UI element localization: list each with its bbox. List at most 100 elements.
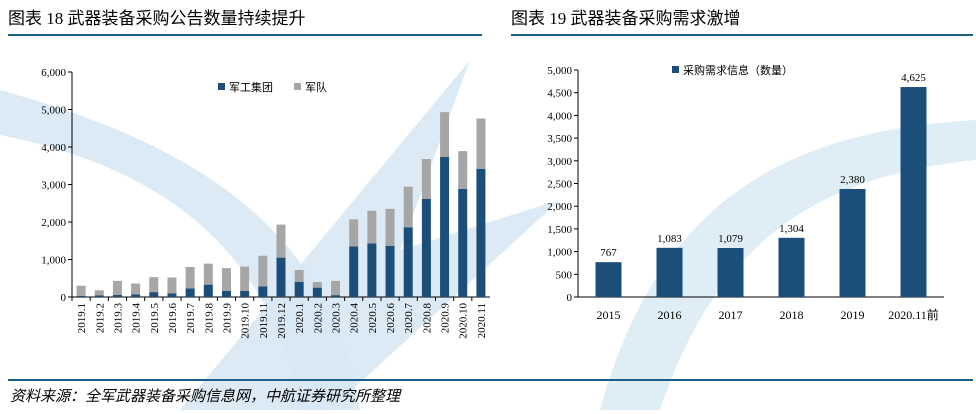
bar-army-segment [185,267,195,289]
data-label: 2,380 [840,174,865,186]
x-tick-label: 2019.6 [167,303,179,334]
bar-army-segment [131,283,141,295]
chart-title-right: 图表 19 武器装备采购需求激增 [511,9,741,28]
legend-label: 军队 [305,80,327,94]
x-tick-label: 2019.3 [112,303,124,334]
y-tick-label: 0 [567,292,573,304]
y-tick-label: 3,000 [547,156,572,168]
legend-label: 采购需求信息（数量） [683,63,793,77]
x-tick-label: 2015 [597,308,621,322]
x-tick-label: 2019.10 [240,303,252,339]
y-tick-label: 1,000 [41,255,66,267]
y-tick-label: 3,000 [41,180,66,192]
x-tick-label: 2020.11 [476,303,488,338]
bar-army-segment [349,219,359,247]
x-tick-label: 2020.5 [367,303,379,334]
y-tick-label: 5,000 [547,65,572,77]
bar-group-segment [421,198,431,297]
bar-group-segment [76,295,86,297]
bar [839,188,866,297]
bar-group-segment [112,294,122,297]
x-tick-label: 2019.1 [76,303,88,333]
footer-rule [8,379,973,381]
y-tick-label: 2,000 [41,217,66,229]
bar-group-segment [476,168,486,297]
bar-group-segment [440,156,450,297]
bar-group-segment [294,282,304,297]
bar-group-segment [94,295,104,297]
y-tick-label: 1,000 [547,247,572,259]
bar-group-segment [331,295,341,297]
bar-army-segment [149,277,159,293]
y-tick-label: 3,500 [547,133,572,145]
y-tick-label: 4,000 [41,142,66,154]
bar-army-segment [203,263,213,285]
x-tick-label: 2019.9 [221,303,233,334]
bar-army-segment [294,270,304,282]
bar [717,248,744,297]
bar-group-segment [167,293,177,297]
bar-group-segment [403,227,413,297]
bar-group-segment [203,284,213,297]
x-tick-label: 2019.11 [258,303,270,338]
data-label: 1,304 [779,223,804,235]
x-tick-label: 2020.10 [458,303,470,339]
bar-group-segment [385,246,395,297]
bar-army-segment [240,266,250,291]
bar-group-segment [221,291,231,297]
x-tick-label: 2020.11前 [888,307,939,322]
bar [656,247,683,297]
bar-army-segment [476,118,486,169]
data-label: 1,079 [718,233,743,245]
legend-label: 军工集团 [229,80,273,94]
bar-army-segment [221,268,231,291]
bar-army-segment [112,280,122,295]
bar-army-segment [458,151,468,189]
bar [778,237,805,297]
bar [595,262,622,297]
y-tick-label: 500 [556,269,573,281]
x-tick-label: 2019.4 [131,303,143,334]
y-tick-label: 0 [61,292,67,304]
bar-army-segment [167,277,177,294]
bar-army-segment [331,280,341,296]
x-tick-label: 2020.8 [421,303,433,334]
bar-army-segment [258,255,268,287]
legend-swatch [218,83,225,90]
bar-army-segment [76,285,86,296]
y-tick-label: 6,000 [41,67,66,79]
x-tick-label: 2016 [658,308,682,322]
x-tick-label: 2020.2 [312,303,324,333]
bar-group-segment [149,292,159,297]
x-tick-label: 2019.2 [94,303,106,333]
bar-group-segment [367,243,377,297]
y-tick-label: 4,000 [547,110,572,122]
x-tick-label: 2019.12 [276,303,288,339]
x-tick-label: 2020.3 [331,303,343,334]
bar-army-segment [403,186,413,228]
bar-group-segment [131,294,141,297]
x-tick-label: 2020.9 [440,303,452,334]
legend-swatch [294,83,301,90]
bar-army-segment [94,290,104,296]
bar-army-segment [440,112,450,157]
bar-army-segment [367,210,377,244]
bar-army-segment [421,159,431,199]
bar-group-segment [185,288,195,297]
x-tick-label: 2019 [841,308,865,322]
bar-group-segment [258,286,268,297]
x-tick-label: 2020.6 [385,303,397,334]
x-tick-label: 2020.4 [349,303,361,334]
bar-group-segment [312,287,322,297]
y-tick-label: 4,500 [547,88,572,100]
legend-swatch [672,66,679,73]
bar-army-segment [276,224,286,258]
y-tick-label: 5,000 [41,105,66,117]
x-tick-label: 2020.1 [294,303,306,333]
x-tick-label: 2017 [719,308,743,322]
source-note: 资料来源：全军武器装备采购信息网，中航证券研究所整理 [10,389,401,405]
chart-title-left: 图表 18 武器装备采购公告数量持续提升 [8,9,306,28]
x-tick-label: 2018 [780,308,804,322]
